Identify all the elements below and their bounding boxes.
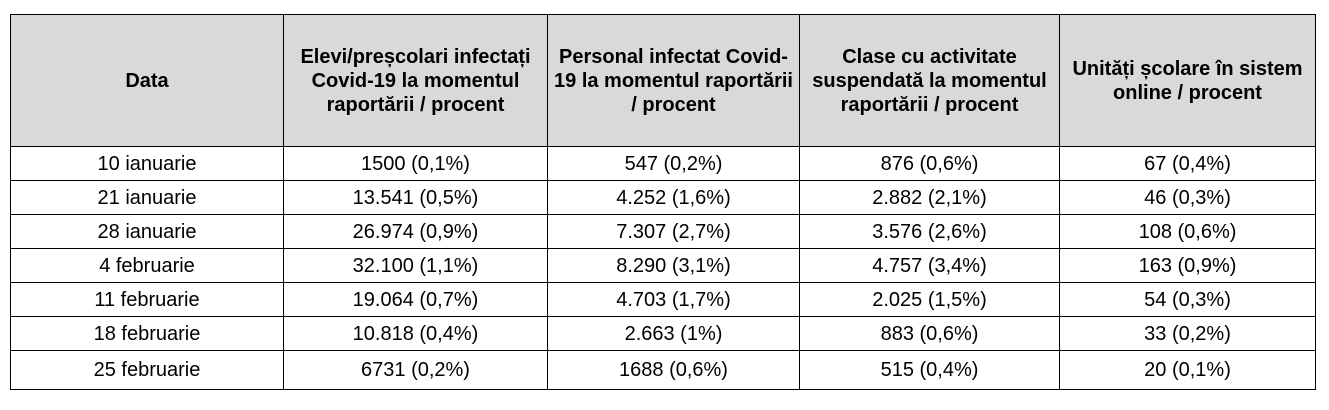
table-row: 18 februarie 10.818 (0,4%) 2.663 (1%) 88… [10,316,1316,351]
cell-infected-staff: 547 (0,2%) [547,146,800,181]
header-online-schools: Unități școlare în sistem online / proce… [1059,14,1316,147]
cell-infected-students: 32.100 (1,1%) [283,248,548,283]
cell-infected-students: 19.064 (0,7%) [283,282,548,317]
cell-date: 4 februarie [10,248,284,283]
header-date: Data [10,14,284,147]
cell-infected-students: 13.541 (0,5%) [283,180,548,215]
cell-online-schools: 54 (0,3%) [1059,282,1316,317]
cell-online-schools: 67 (0,4%) [1059,146,1316,181]
cell-infected-staff: 4.252 (1,6%) [547,180,800,215]
table-row: 11 februarie 19.064 (0,7%) 4.703 (1,7%) … [10,282,1316,317]
table-row: 28 ianuarie 26.974 (0,9%) 7.307 (2,7%) 3… [10,214,1316,249]
cell-date: 21 ianuarie [10,180,284,215]
cell-infected-students: 1500 (0,1%) [283,146,548,181]
table-row: 4 februarie 32.100 (1,1%) 8.290 (3,1%) 4… [10,248,1316,283]
table-row: 25 februarie 6731 (0,2%) 1688 (0,6%) 515… [10,350,1316,390]
cell-online-schools: 20 (0,1%) [1059,350,1316,390]
cell-infected-staff: 7.307 (2,7%) [547,214,800,249]
cell-infected-staff: 8.290 (3,1%) [547,248,800,283]
header-infected-staff: Personal infectat Covid-19 la momentul r… [547,14,800,147]
cell-infected-students: 10.818 (0,4%) [283,316,548,351]
cell-suspended-classes: 883 (0,6%) [799,316,1060,351]
cell-online-schools: 46 (0,3%) [1059,180,1316,215]
cell-suspended-classes: 2.882 (2,1%) [799,180,1060,215]
header-infected-students: Elevi/preșcolari infectați Covid-19 la m… [283,14,548,147]
table-header: Data Elevi/preșcolari infectați Covid-19… [10,14,1316,147]
cell-online-schools: 163 (0,9%) [1059,248,1316,283]
covid-school-report-table: Data Elevi/preșcolari infectați Covid-19… [10,14,1316,390]
table-body: 10 ianuarie 1500 (0,1%) 547 (0,2%) 876 (… [10,146,1316,390]
cell-date: 18 februarie [10,316,284,351]
cell-date: 10 ianuarie [10,146,284,181]
cell-infected-staff: 1688 (0,6%) [547,350,800,390]
header-row: Data Elevi/preșcolari infectați Covid-19… [10,14,1316,147]
cell-suspended-classes: 515 (0,4%) [799,350,1060,390]
cell-suspended-classes: 3.576 (2,6%) [799,214,1060,249]
cell-online-schools: 108 (0,6%) [1059,214,1316,249]
cell-suspended-classes: 2.025 (1,5%) [799,282,1060,317]
table-row: 10 ianuarie 1500 (0,1%) 547 (0,2%) 876 (… [10,146,1316,181]
cell-infected-staff: 4.703 (1,7%) [547,282,800,317]
cell-date: 11 februarie [10,282,284,317]
cell-infected-students: 26.974 (0,9%) [283,214,548,249]
cell-date: 25 februarie [10,350,284,390]
cell-date: 28 ianuarie [10,214,284,249]
cell-suspended-classes: 4.757 (3,4%) [799,248,1060,283]
table-row: 21 ianuarie 13.541 (0,5%) 4.252 (1,6%) 2… [10,180,1316,215]
header-suspended-classes: Clase cu activitate suspendată la moment… [799,14,1060,147]
cell-online-schools: 33 (0,2%) [1059,316,1316,351]
cell-suspended-classes: 876 (0,6%) [799,146,1060,181]
cell-infected-staff: 2.663 (1%) [547,316,800,351]
cell-infected-students: 6731 (0,2%) [283,350,548,390]
